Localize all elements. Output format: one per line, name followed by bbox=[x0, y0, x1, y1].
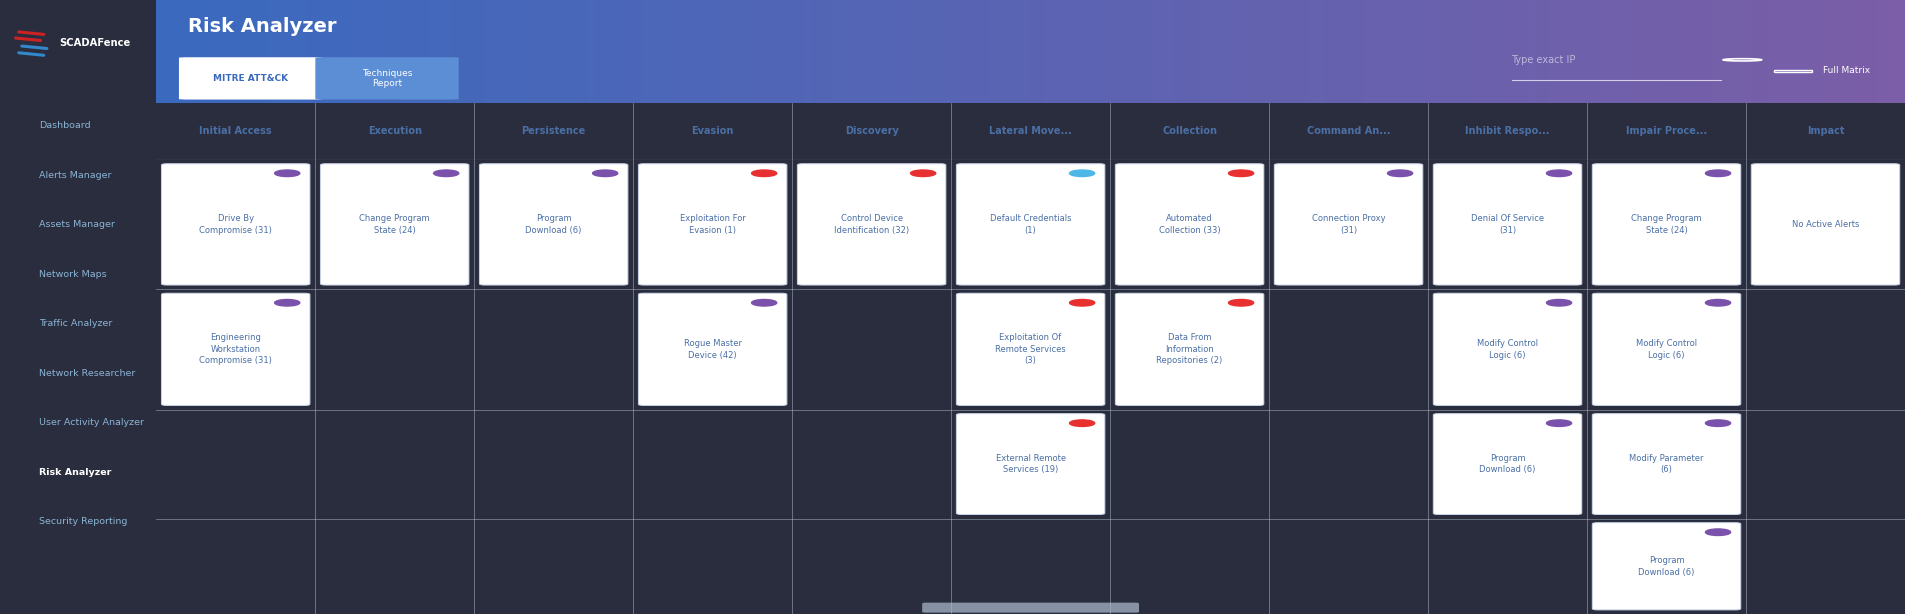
FancyBboxPatch shape bbox=[638, 293, 787, 405]
Circle shape bbox=[1547, 300, 1572, 306]
Text: Collection: Collection bbox=[1162, 126, 1217, 136]
Text: Discovery: Discovery bbox=[844, 126, 899, 136]
Circle shape bbox=[1705, 529, 1730, 535]
FancyBboxPatch shape bbox=[1751, 164, 1899, 285]
FancyBboxPatch shape bbox=[1433, 164, 1581, 285]
Text: Control Device
Identification (32): Control Device Identification (32) bbox=[834, 214, 909, 235]
Text: Denial Of Service
(31): Denial Of Service (31) bbox=[1471, 214, 1545, 235]
Text: Execution: Execution bbox=[368, 126, 421, 136]
Text: External Remote
Services (19): External Remote Services (19) bbox=[996, 454, 1065, 474]
Text: Network Researcher: Network Researcher bbox=[38, 368, 135, 378]
FancyBboxPatch shape bbox=[922, 603, 1139, 613]
Circle shape bbox=[1705, 170, 1730, 177]
Circle shape bbox=[1705, 300, 1730, 306]
FancyBboxPatch shape bbox=[1274, 164, 1423, 285]
Text: Connection Proxy
(31): Connection Proxy (31) bbox=[1313, 214, 1385, 235]
Circle shape bbox=[1229, 170, 1253, 177]
Circle shape bbox=[1547, 420, 1572, 427]
FancyBboxPatch shape bbox=[320, 164, 469, 285]
Text: Program
Download (6): Program Download (6) bbox=[1480, 454, 1535, 474]
Text: Alerts Manager: Alerts Manager bbox=[38, 171, 112, 180]
Text: Change Program
State (24): Change Program State (24) bbox=[1631, 214, 1701, 235]
Text: Rogue Master
Device (42): Rogue Master Device (42) bbox=[684, 339, 741, 360]
Text: Engineering
Workstation
Compromise (31): Engineering Workstation Compromise (31) bbox=[200, 333, 272, 365]
Bar bbox=[1774, 69, 1812, 72]
Text: Risk Analyzer: Risk Analyzer bbox=[189, 17, 335, 36]
Circle shape bbox=[274, 170, 299, 177]
FancyBboxPatch shape bbox=[162, 293, 311, 405]
Circle shape bbox=[911, 170, 935, 177]
Circle shape bbox=[1069, 420, 1095, 427]
Circle shape bbox=[752, 300, 777, 306]
FancyBboxPatch shape bbox=[956, 293, 1105, 405]
Text: Impact: Impact bbox=[1806, 126, 1844, 136]
Text: No Active Alerts: No Active Alerts bbox=[1793, 220, 1859, 229]
FancyBboxPatch shape bbox=[638, 164, 787, 285]
Text: Data From
Information
Repositories (2): Data From Information Repositories (2) bbox=[1156, 333, 1223, 365]
Text: Exploitation Of
Remote Services
(3): Exploitation Of Remote Services (3) bbox=[994, 333, 1067, 365]
Text: Program
Download (6): Program Download (6) bbox=[526, 214, 581, 235]
Circle shape bbox=[1387, 170, 1414, 177]
FancyBboxPatch shape bbox=[480, 164, 629, 285]
Text: Impair Proce...: Impair Proce... bbox=[1627, 126, 1707, 136]
FancyBboxPatch shape bbox=[162, 164, 311, 285]
Text: Lateral Move...: Lateral Move... bbox=[989, 126, 1073, 136]
Text: Dashboard: Dashboard bbox=[38, 122, 91, 130]
Circle shape bbox=[752, 170, 777, 177]
FancyBboxPatch shape bbox=[1114, 164, 1263, 285]
Text: Techniques
Report: Techniques Report bbox=[362, 69, 411, 88]
Text: Type exact IP: Type exact IP bbox=[1511, 55, 1575, 65]
Text: User Activity Analyzer: User Activity Analyzer bbox=[38, 418, 145, 427]
FancyBboxPatch shape bbox=[179, 57, 322, 99]
Text: Security Reporting: Security Reporting bbox=[38, 517, 128, 526]
Text: Modify Control
Logic (6): Modify Control Logic (6) bbox=[1636, 339, 1697, 360]
Circle shape bbox=[434, 170, 459, 177]
Text: MITRE ATT&CK: MITRE ATT&CK bbox=[213, 74, 288, 83]
FancyBboxPatch shape bbox=[798, 164, 947, 285]
Circle shape bbox=[592, 170, 617, 177]
FancyBboxPatch shape bbox=[1114, 293, 1263, 405]
Circle shape bbox=[1705, 420, 1730, 427]
Circle shape bbox=[274, 300, 299, 306]
Text: Command An...: Command An... bbox=[1307, 126, 1391, 136]
FancyBboxPatch shape bbox=[1593, 293, 1741, 405]
Text: Inhibit Respo...: Inhibit Respo... bbox=[1465, 126, 1551, 136]
Circle shape bbox=[1069, 170, 1095, 177]
Text: Automated
Collection (33): Automated Collection (33) bbox=[1158, 214, 1221, 235]
Text: SCADAFence: SCADAFence bbox=[59, 38, 131, 48]
FancyBboxPatch shape bbox=[1593, 164, 1741, 285]
Text: Modify Control
Logic (6): Modify Control Logic (6) bbox=[1476, 339, 1537, 360]
FancyBboxPatch shape bbox=[1433, 414, 1581, 515]
Text: Network Maps: Network Maps bbox=[38, 270, 107, 279]
Text: Change Program
State (24): Change Program State (24) bbox=[360, 214, 431, 235]
Circle shape bbox=[1069, 300, 1095, 306]
Text: Program
Download (6): Program Download (6) bbox=[1638, 556, 1695, 577]
Text: Risk Analyzer: Risk Analyzer bbox=[38, 468, 110, 476]
Text: Persistence: Persistence bbox=[522, 126, 585, 136]
Text: Modify Parameter
(6): Modify Parameter (6) bbox=[1629, 454, 1703, 474]
Text: Assets Manager: Assets Manager bbox=[38, 220, 114, 229]
FancyBboxPatch shape bbox=[956, 414, 1105, 515]
FancyBboxPatch shape bbox=[1593, 414, 1741, 515]
Text: Evasion: Evasion bbox=[692, 126, 733, 136]
Text: Traffic Analyzer: Traffic Analyzer bbox=[38, 319, 112, 328]
FancyBboxPatch shape bbox=[956, 164, 1105, 285]
FancyBboxPatch shape bbox=[1593, 523, 1741, 610]
Text: Full Matrix: Full Matrix bbox=[1823, 66, 1871, 75]
Text: Initial Access: Initial Access bbox=[200, 126, 272, 136]
Text: Default Credentials
(1): Default Credentials (1) bbox=[991, 214, 1071, 235]
Text: Exploitation For
Evasion (1): Exploitation For Evasion (1) bbox=[680, 214, 745, 235]
FancyBboxPatch shape bbox=[1433, 293, 1581, 405]
Circle shape bbox=[1229, 300, 1253, 306]
FancyBboxPatch shape bbox=[316, 57, 459, 99]
Circle shape bbox=[1547, 170, 1572, 177]
Text: Drive By
Compromise (31): Drive By Compromise (31) bbox=[200, 214, 272, 235]
